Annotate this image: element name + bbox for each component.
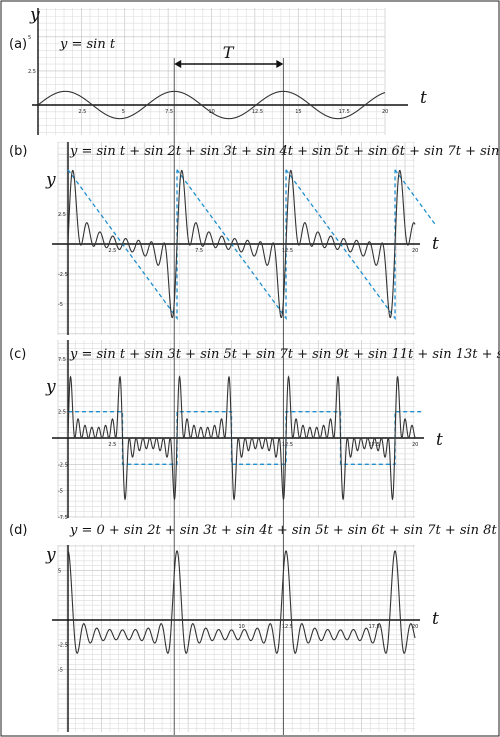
arrow-head-left bbox=[174, 60, 182, 68]
equation: y = sin t + sin 3t + sin 5t + sin 7t + s… bbox=[69, 347, 500, 362]
x-tick-label: 10 bbox=[239, 624, 245, 630]
panel-label: (c) bbox=[9, 347, 26, 362]
signal-path bbox=[67, 375, 416, 501]
x-tick-label: 20 bbox=[412, 624, 418, 630]
panel-label: (d) bbox=[9, 523, 27, 538]
y-tick-label: -5 bbox=[58, 489, 63, 495]
y-tick-label: -5 bbox=[58, 302, 63, 308]
x-axis-label: t bbox=[432, 234, 439, 254]
x-tick-label: 15 bbox=[295, 109, 301, 115]
y-tick-label: -2.5 bbox=[58, 643, 68, 649]
x-tick-label: 7.5 bbox=[195, 248, 203, 254]
y-axis-label: y bbox=[29, 5, 40, 25]
x-tick-label: 20 bbox=[382, 109, 388, 115]
signal-curve bbox=[67, 550, 416, 654]
panel-label: (b) bbox=[9, 144, 27, 159]
x-tick-label: 12.5 bbox=[282, 442, 293, 448]
x-axis-label: t bbox=[420, 88, 427, 108]
x-tick-label: 5 bbox=[122, 109, 125, 115]
grid bbox=[57, 545, 415, 732]
x-tick-label: 20 bbox=[412, 442, 418, 448]
x-tick-label: 7.5 bbox=[165, 109, 173, 115]
panel-c: 2.5 12.5 17.5 20 7.5 2.5 -2.5 -5 -7.5 (c) y = si… bbox=[9, 340, 500, 520]
period-label: T bbox=[223, 43, 235, 62]
x-tick-label: 20 bbox=[412, 248, 418, 254]
x-axis-label: t bbox=[436, 430, 443, 450]
reference-path bbox=[68, 411, 424, 465]
x-axis-label: t bbox=[432, 609, 439, 629]
equation: y = sin t bbox=[59, 37, 116, 52]
y-axis-label: y bbox=[45, 545, 56, 565]
y-tick-label: -2.5 bbox=[58, 272, 68, 278]
y-axis-label: y bbox=[45, 377, 56, 397]
grid bbox=[37, 8, 386, 135]
x-tick-label: 17.5 bbox=[339, 109, 350, 115]
panel-d: 10 12.5 17.5 205-2.5-5 (d) y = 0 + sin 2t +… bbox=[9, 523, 497, 732]
reference-path bbox=[67, 169, 437, 321]
signal-curve bbox=[67, 169, 416, 319]
y-tick-label: -5 bbox=[58, 667, 63, 673]
y-axis-label: y bbox=[45, 170, 56, 190]
x-tick-label: 2.5 bbox=[108, 442, 116, 448]
axes bbox=[32, 8, 408, 135]
x-tick-label: 2.5 bbox=[108, 248, 116, 254]
arrow-head-right bbox=[276, 60, 284, 68]
y-tick-label: 5 bbox=[58, 569, 61, 575]
x-tick-label: 12.5 bbox=[282, 624, 293, 630]
y-tick-label: 7.5 bbox=[58, 357, 66, 363]
reference-wave bbox=[68, 411, 424, 465]
x-tick-label: 2.5 bbox=[78, 109, 86, 115]
ticks: 10 12.5 17.5 20 5 -2.5 -5 bbox=[58, 569, 418, 674]
panel-label: (a) bbox=[9, 37, 27, 52]
ticks: 2.5 7.5 12.5 20 2.5 -2.5 -5 bbox=[58, 212, 418, 308]
signal-path bbox=[67, 550, 416, 654]
period-marker: T bbox=[174, 43, 284, 68]
y-tick-label: -2.5 bbox=[58, 462, 68, 468]
panel-b: 2.5 7.5 12.5 20 2.5 -2.5 -5 (b) y = sin t + si… bbox=[9, 141, 500, 335]
signal-path bbox=[67, 169, 416, 319]
signal-curve bbox=[37, 90, 386, 120]
x-tick-label: 12.5 bbox=[282, 248, 293, 254]
signal-path bbox=[37, 90, 386, 120]
y-tick-label: 2.5 bbox=[58, 212, 66, 218]
y-tick-label: -7.5 bbox=[58, 515, 68, 520]
y-tick-label: 5 bbox=[28, 35, 31, 41]
x-tick-label: 12.5 bbox=[252, 109, 263, 115]
x-tick-label: 17.5 bbox=[369, 442, 380, 448]
y-tick-label: 2.5 bbox=[58, 410, 66, 416]
axes bbox=[52, 545, 420, 732]
signal-curve bbox=[67, 375, 416, 501]
panel-a: 2.5 5 7.5 10 12.5 15 17.5 202.55 T (a) y = sin … bbox=[9, 5, 427, 135]
y-tick-label: 2.5 bbox=[28, 69, 36, 75]
ticks: 2.5 12.5 17.5 20 7.5 2.5 -2.5 -5 -7.5 bbox=[58, 357, 418, 520]
equation: y = sin t + sin 2t + sin 3t + sin 4t + s… bbox=[69, 144, 500, 159]
reference-wave bbox=[67, 169, 437, 321]
x-tick-label: 17.5 bbox=[369, 624, 380, 630]
